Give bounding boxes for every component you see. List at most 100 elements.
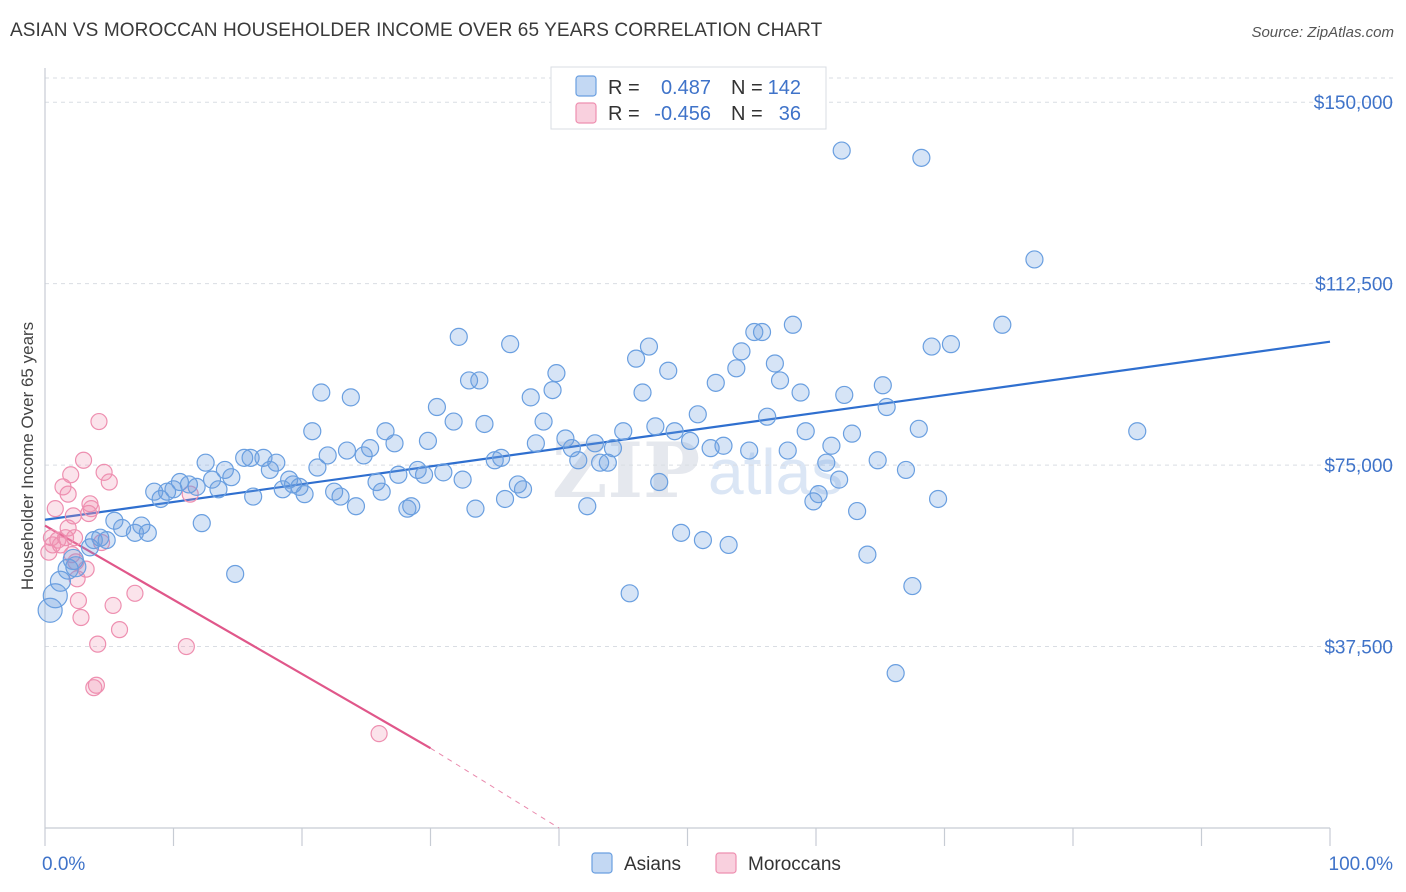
asian-point xyxy=(740,441,759,460)
moroccan-point xyxy=(65,529,84,547)
series-legend: Asians Moroccans xyxy=(591,852,841,875)
asian-point xyxy=(727,359,746,378)
asian-point xyxy=(260,460,279,480)
y-tick-label-2: $112,500 xyxy=(1315,275,1393,296)
bottom-legend-swatch-asians xyxy=(591,852,613,874)
asian-point xyxy=(650,472,669,492)
asian-point xyxy=(547,364,566,383)
moroccan-point xyxy=(64,507,82,525)
asian-point xyxy=(389,465,408,484)
chart-source: Source: ZipAtlas.com xyxy=(1251,24,1394,41)
asian-point xyxy=(434,463,453,482)
asian-point xyxy=(402,497,421,516)
asian-point xyxy=(295,485,314,504)
asian-point xyxy=(626,349,646,368)
asian-point xyxy=(202,470,222,489)
asian-point xyxy=(308,458,327,477)
x-tick-label-1: 100.0% xyxy=(1329,854,1394,875)
asian-point xyxy=(508,475,527,494)
asian-point xyxy=(659,361,678,380)
asian-point xyxy=(226,564,245,584)
y-tick-labels: $37,500 $75,000 $112,500 $150,000 xyxy=(1314,93,1393,658)
asian-point xyxy=(719,535,738,555)
x-tick-labels: 0.0% 100.0% xyxy=(42,854,1393,875)
asian-point xyxy=(105,511,124,530)
asian-point xyxy=(783,315,802,334)
asian-point xyxy=(791,383,810,402)
asian-point xyxy=(65,556,87,578)
grid-lines xyxy=(45,77,1395,648)
asian-point xyxy=(886,664,905,683)
legend-r-value-moroccans: -0.456 xyxy=(654,103,711,125)
legend-box xyxy=(550,66,827,130)
asian-point xyxy=(414,465,434,484)
asian-point xyxy=(97,530,116,550)
bottom-legend-swatch-moroccans xyxy=(715,852,737,874)
asian-point xyxy=(267,453,286,472)
legend-n-value-asians: 142 xyxy=(768,77,801,99)
asian-point xyxy=(778,441,797,460)
asian-point xyxy=(513,480,533,499)
asian-point xyxy=(543,380,562,400)
moroccan-point xyxy=(56,529,75,547)
y-tick-label-0: $37,500 xyxy=(1324,638,1393,659)
asian-point xyxy=(732,342,751,361)
asian-point xyxy=(354,446,373,465)
asian-point xyxy=(835,385,854,405)
moroccan-point xyxy=(82,500,100,518)
asian-point xyxy=(466,499,485,518)
asian-point xyxy=(501,335,520,354)
correlation-legend: R = 0.487 N = 142 R = -0.456 N = 36 xyxy=(550,66,827,130)
asian-point xyxy=(49,570,72,592)
legend-n-label-asians: N = xyxy=(731,77,763,99)
asian-point xyxy=(244,487,263,506)
asian-point xyxy=(492,448,511,467)
asian-point xyxy=(928,489,948,509)
asian-point xyxy=(37,597,63,623)
asian-point xyxy=(534,412,553,431)
asian-points xyxy=(37,141,1147,683)
asian-point xyxy=(125,523,145,542)
asian-point xyxy=(341,388,360,407)
asian-point xyxy=(444,412,463,431)
asian-point xyxy=(312,383,331,402)
asian-point xyxy=(993,315,1012,334)
asian-point xyxy=(706,373,725,392)
legend-r-value-asians: 0.487 xyxy=(661,77,711,99)
bottom-legend-label-asians: Asians xyxy=(624,854,681,875)
x-tick-label-0: 0.0% xyxy=(42,854,85,875)
moroccan-point xyxy=(177,637,195,656)
asian-point xyxy=(614,422,633,441)
moroccan-point xyxy=(46,500,64,518)
asian-point xyxy=(796,422,815,441)
moroccan-point xyxy=(85,679,103,697)
trend-line-moroccans-extrapolated xyxy=(430,747,560,829)
trend-line-moroccans xyxy=(44,524,432,750)
asian-point xyxy=(57,558,79,580)
legend-n-label-moroccans: N = xyxy=(731,103,763,125)
asian-point xyxy=(688,405,707,424)
y-tick-label-1: $75,000 xyxy=(1324,456,1393,477)
asian-point xyxy=(385,434,404,453)
asian-point xyxy=(241,448,260,467)
asian-point xyxy=(495,489,515,509)
asian-point xyxy=(941,335,961,354)
asian-point xyxy=(427,397,447,417)
moroccan-point xyxy=(72,608,90,627)
asian-point xyxy=(896,460,916,480)
moroccan-point xyxy=(110,621,129,639)
asian-point xyxy=(665,422,684,441)
asian-point xyxy=(603,439,623,458)
asian-point xyxy=(671,523,691,542)
asian-point xyxy=(922,337,941,356)
asian-point xyxy=(209,480,228,499)
trend-lines xyxy=(44,340,1331,829)
asian-point xyxy=(758,407,777,426)
asian-point xyxy=(817,453,836,472)
asian-point xyxy=(646,417,665,436)
asian-point xyxy=(132,516,151,535)
asian-point xyxy=(770,371,790,390)
asian-point xyxy=(215,460,234,480)
moroccan-point xyxy=(370,725,388,743)
asian-point xyxy=(337,441,357,460)
